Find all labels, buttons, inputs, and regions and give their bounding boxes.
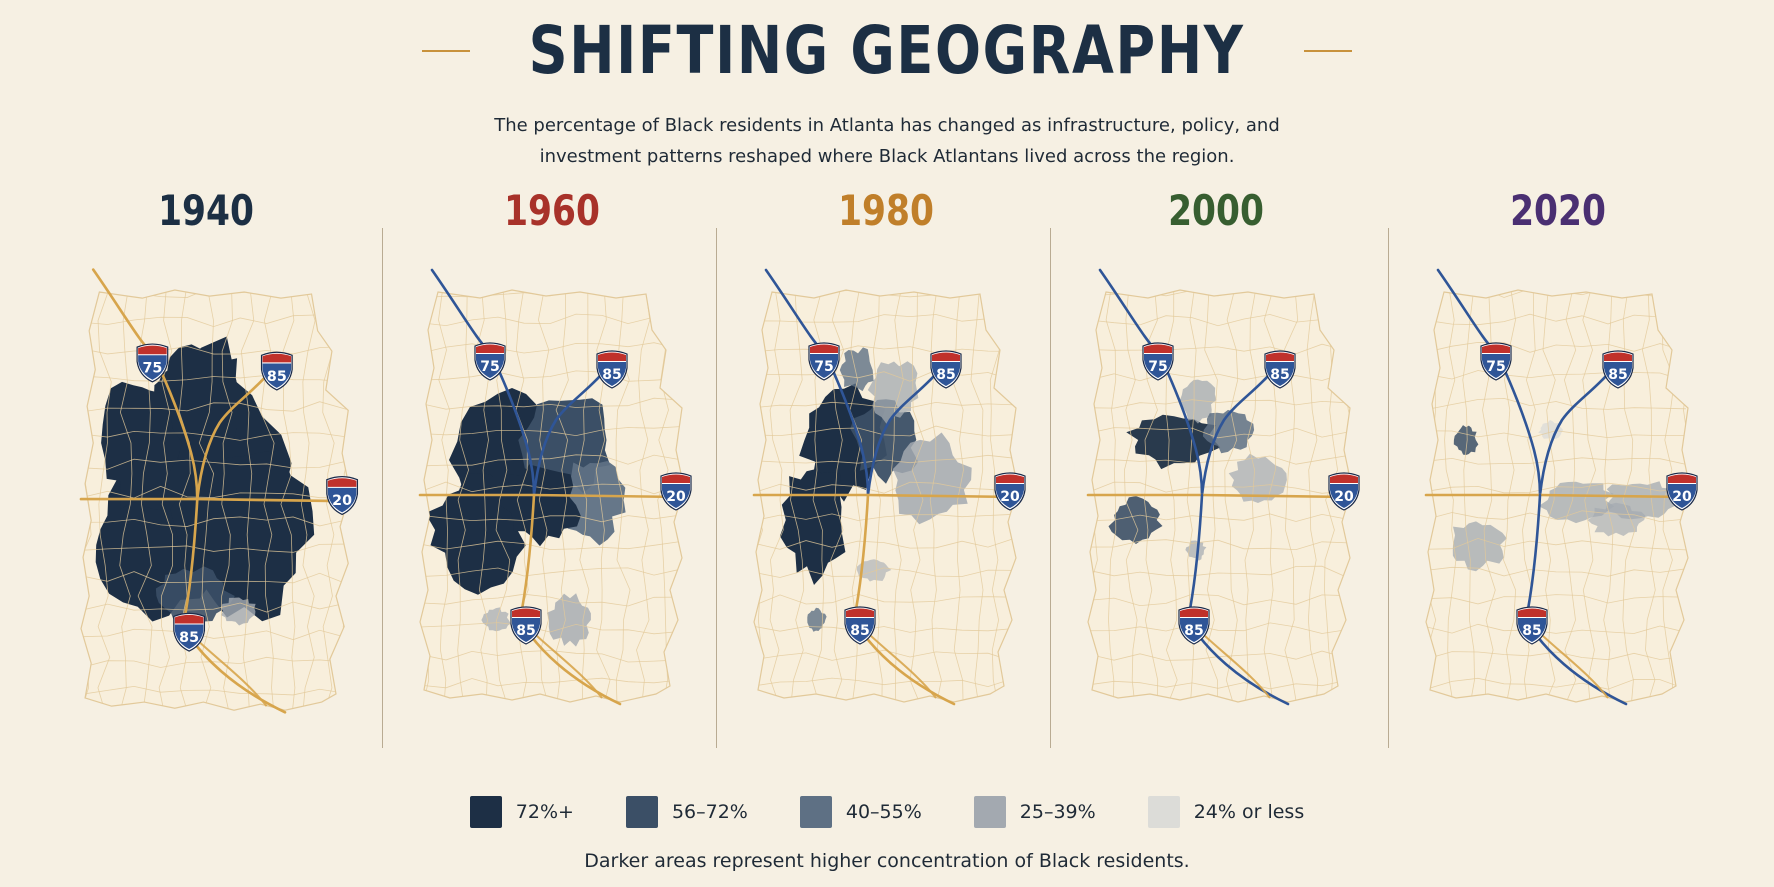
map-panel-1960: 75 85 20 85	[394, 262, 714, 742]
legend: 72%+ 56–72% 40–55% 25–39% 24% or less	[0, 796, 1774, 828]
legend-item-25-39: 25–39%	[973, 796, 1096, 828]
svg-text:85: 85	[516, 623, 535, 639]
legend-label: 24% or less	[1193, 801, 1305, 823]
year-label-2020: 2020	[1510, 186, 1606, 235]
panel-divider	[716, 228, 717, 748]
svg-text:85: 85	[267, 369, 287, 385]
svg-text:85: 85	[936, 367, 955, 383]
svg-text:85: 85	[1608, 367, 1627, 383]
map-panel-2020: 75 85 20 85	[1400, 262, 1720, 742]
svg-text:85: 85	[850, 623, 869, 639]
map-2020: 75 85 20 85	[1424, 268, 1698, 706]
svg-text:85: 85	[179, 630, 199, 646]
map-1980: 75 85 20 85	[752, 268, 1026, 706]
panel-divider	[382, 228, 383, 748]
svg-text:20: 20	[332, 493, 352, 509]
panel-divider	[1388, 228, 1389, 748]
subtitle-line-2: investment patterns reshaped where Black…	[539, 146, 1235, 167]
svg-text:75: 75	[1148, 359, 1167, 375]
svg-text:20: 20	[1000, 489, 1020, 505]
legend-label: 72%+	[515, 801, 574, 823]
svg-text:85: 85	[1184, 623, 1203, 639]
svg-text:75: 75	[142, 361, 162, 377]
svg-text:75: 75	[814, 359, 833, 375]
title-rule-left	[422, 50, 471, 52]
map-panel-1980: 75 85 20 85	[728, 262, 1048, 742]
map-1940: 75 85 20 85	[79, 268, 359, 714]
legend-swatch	[1147, 796, 1180, 828]
legend-swatch	[799, 796, 832, 828]
svg-text:85: 85	[1522, 623, 1541, 639]
map-1960: 75 85 20 85	[418, 268, 692, 706]
legend-item-56-72: 56–72%	[625, 796, 748, 828]
legend-swatch	[973, 796, 1006, 828]
svg-text:75: 75	[1486, 359, 1505, 375]
legend-swatch	[625, 796, 658, 828]
svg-text:20: 20	[666, 489, 686, 505]
year-label-1980: 1980	[838, 186, 934, 235]
legend-item-24-or-less: 24% or less	[1147, 796, 1305, 828]
legend-item-72-plus: 72%+	[469, 796, 574, 828]
svg-text:20: 20	[1334, 489, 1354, 505]
svg-text:85: 85	[602, 367, 621, 383]
page-title: SHIFTING GEOGRAPHY	[528, 12, 1246, 89]
legend-label: 25–39%	[1019, 801, 1096, 823]
legend-swatch	[469, 796, 502, 828]
subtitle-line-1: The percentage of Black residents in Atl…	[494, 115, 1280, 136]
svg-text:20: 20	[1672, 489, 1692, 505]
title-rule-right	[1303, 50, 1352, 52]
legend-item-40-55: 40–55%	[799, 796, 922, 828]
title-row: SHIFTING GEOGRAPHY	[0, 18, 1774, 84]
map-panel-2000: 75 85 20 85	[1062, 262, 1382, 742]
svg-text:75: 75	[480, 359, 499, 375]
svg-text:85: 85	[1270, 367, 1289, 383]
footer-note: Darker areas represent higher concentrat…	[584, 850, 1190, 872]
year-label-1960: 1960	[504, 186, 600, 235]
legend-label: 56–72%	[671, 801, 748, 823]
map-panel-1940: 75 85 20 85	[55, 262, 375, 742]
map-2000: 75 85 20 85	[1086, 268, 1360, 706]
year-label-2000: 2000	[1168, 186, 1264, 235]
legend-label: 40–55%	[845, 801, 922, 823]
panel-divider	[1050, 228, 1051, 748]
year-label-1940: 1940	[158, 186, 254, 235]
subtitle: The percentage of Black residents in Atl…	[0, 110, 1774, 172]
